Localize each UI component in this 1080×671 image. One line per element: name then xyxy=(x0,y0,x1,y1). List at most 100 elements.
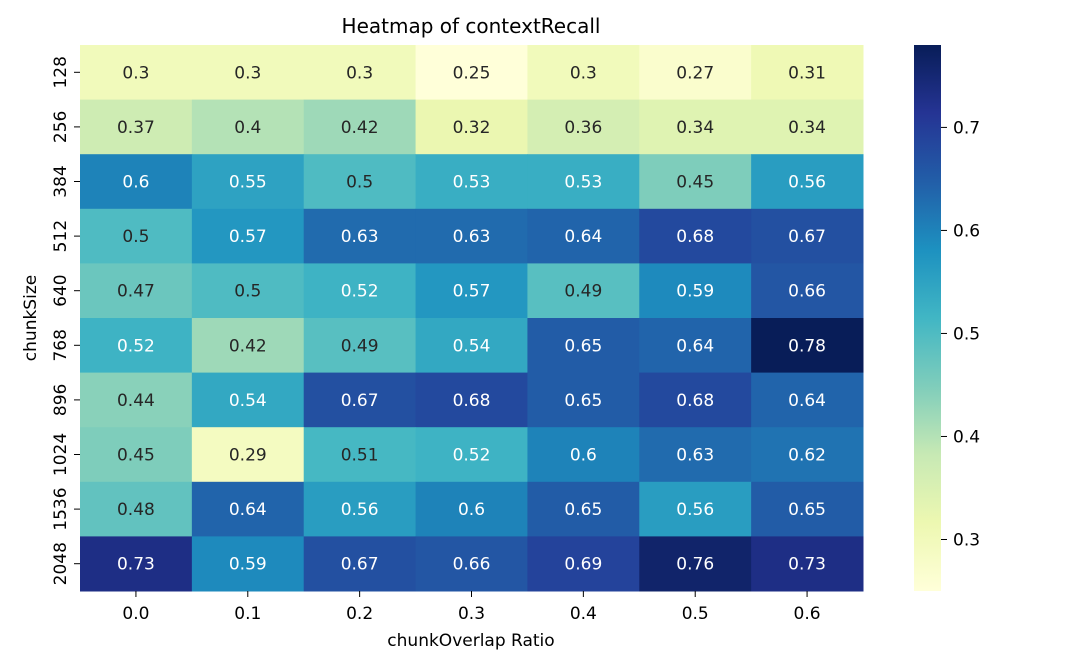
heatmap-cell xyxy=(639,372,752,428)
heatmap-cell xyxy=(303,372,417,428)
cell-value-label: 0.29 xyxy=(229,446,267,466)
heatmap-cell xyxy=(527,263,640,319)
cell-value-label: 0.3 xyxy=(346,63,373,83)
heatmap-cell xyxy=(191,536,305,592)
heatmap-cell xyxy=(415,481,528,537)
cell-value-label: 0.53 xyxy=(564,173,602,193)
cell-value-label: 0.42 xyxy=(341,118,379,138)
heatmap-cell xyxy=(191,99,305,155)
heatmap-cell xyxy=(751,372,864,428)
heatmap-cell xyxy=(191,481,305,537)
heatmap-cell xyxy=(751,154,864,210)
cell-value-label: 0.78 xyxy=(788,336,826,356)
cell-value-label: 0.34 xyxy=(676,118,714,138)
heatmap-cell xyxy=(303,208,417,264)
heatmap-cell xyxy=(80,318,193,374)
heatmap-cell xyxy=(527,154,640,210)
cell-value-label: 0.56 xyxy=(341,500,379,520)
cell-value-label: 0.44 xyxy=(117,391,155,411)
cell-value-label: 0.73 xyxy=(788,555,826,575)
colorbar-tick-label: 0.5 xyxy=(953,324,980,344)
heatmap-cell xyxy=(191,427,305,483)
heatmap-cell xyxy=(639,263,752,319)
heatmap-cell xyxy=(639,536,752,592)
cell-value-label: 0.69 xyxy=(564,555,602,575)
heatmap-cell xyxy=(80,208,193,264)
heatmap-cell xyxy=(415,263,528,319)
cell-value-label: 0.45 xyxy=(676,173,714,193)
heatmap-cell xyxy=(415,372,528,428)
heatmap-cell xyxy=(80,99,193,155)
heatmap-cell xyxy=(415,427,528,483)
cell-value-label: 0.49 xyxy=(341,336,379,356)
heatmap-cell xyxy=(415,154,528,210)
heatmap-cell xyxy=(527,536,640,592)
heatmap-cell xyxy=(751,45,864,101)
cell-value-label: 0.76 xyxy=(676,555,714,575)
heatmap-cell xyxy=(303,318,417,374)
cell-value-label: 0.51 xyxy=(341,446,379,466)
cell-value-label: 0.65 xyxy=(564,336,602,356)
cell-value-label: 0.5 xyxy=(122,227,149,247)
cell-value-label: 0.54 xyxy=(229,391,267,411)
x-tick-label: 0.6 xyxy=(794,604,821,624)
cell-value-labels: 0.3 0.3 0.3 0.25 0.3 0.27 0.31 0.37 0.4 0.42 0.32 0… xyxy=(117,63,826,574)
cell-value-label: 0.3 xyxy=(570,63,597,83)
heatmap-cell xyxy=(751,427,864,483)
cell-value-label: 0.68 xyxy=(453,391,491,411)
cell-value-label: 0.73 xyxy=(117,555,155,575)
heatmap-cell xyxy=(191,154,305,210)
x-tick-label: 0.5 xyxy=(682,604,709,624)
heatmap-cell xyxy=(527,45,640,101)
heatmap-cell xyxy=(415,99,528,155)
heatmap-cells xyxy=(80,45,864,592)
colorbar-tick-label: 0.4 xyxy=(953,427,980,447)
colorbar: 0.3 0.4 0.5 0.6 0.7 xyxy=(914,45,980,591)
cell-value-label: 0.67 xyxy=(788,227,826,247)
cell-value-label: 0.64 xyxy=(788,391,826,411)
cell-value-label: 0.63 xyxy=(341,227,379,247)
x-tick-label: 0.2 xyxy=(346,604,373,624)
heatmap-cell xyxy=(303,45,417,101)
cell-value-label: 0.63 xyxy=(676,446,714,466)
heatmap-cell xyxy=(415,536,528,592)
heatmap-cell xyxy=(303,99,417,155)
cell-value-label: 0.37 xyxy=(117,118,155,138)
cell-value-label: 0.56 xyxy=(788,173,826,193)
heatmap-cell xyxy=(527,481,640,537)
colorbar-tick-label: 0.6 xyxy=(953,221,980,241)
heatmap-cell xyxy=(639,45,752,101)
cell-value-label: 0.62 xyxy=(788,446,826,466)
heatmap-cell xyxy=(527,208,640,264)
cell-value-label: 0.68 xyxy=(676,227,714,247)
x-tick-label: 0.4 xyxy=(570,604,597,624)
heatmap-cell xyxy=(639,427,752,483)
cell-value-label: 0.47 xyxy=(117,282,155,302)
y-tick-label: 896 xyxy=(51,384,71,416)
heatmap-cell xyxy=(80,263,193,319)
cell-value-label: 0.6 xyxy=(458,500,485,520)
cell-value-label: 0.64 xyxy=(564,227,602,247)
cell-value-label: 0.36 xyxy=(564,118,602,138)
cell-value-label: 0.3 xyxy=(234,63,261,83)
heatmap-cell xyxy=(415,45,528,101)
cell-value-label: 0.48 xyxy=(117,500,155,520)
heatmap-cell xyxy=(191,45,305,101)
heatmap-cell xyxy=(639,154,752,210)
heatmap-cell xyxy=(80,427,193,483)
cell-value-label: 0.32 xyxy=(453,118,491,138)
cell-value-label: 0.67 xyxy=(341,555,379,575)
cell-value-label: 0.65 xyxy=(564,391,602,411)
cell-value-label: 0.57 xyxy=(229,227,267,247)
cell-value-label: 0.25 xyxy=(453,63,491,83)
heatmap-cell xyxy=(415,208,528,264)
cell-value-label: 0.6 xyxy=(122,173,149,193)
heatmap-cell xyxy=(303,427,417,483)
cell-value-label: 0.4 xyxy=(234,118,261,138)
heatmap-cell xyxy=(751,318,864,374)
y-tick-label: 256 xyxy=(51,111,71,143)
x-tick-label: 0.3 xyxy=(458,604,485,624)
cell-value-label: 0.5 xyxy=(346,173,373,193)
cell-value-label: 0.65 xyxy=(564,500,602,520)
